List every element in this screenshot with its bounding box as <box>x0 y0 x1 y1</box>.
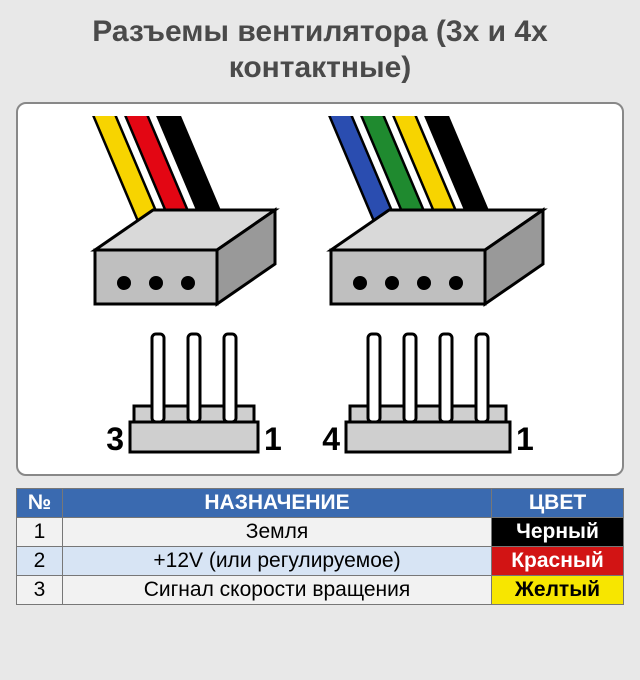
col-num-header: № <box>17 489 63 518</box>
header-left-label: 4 <box>322 421 340 457</box>
pin-hole-2 <box>417 276 431 290</box>
table-row: 2+12V (или регулируемое)Красный <box>17 547 624 576</box>
connectors-row <box>28 116 612 308</box>
header-pin-1 <box>188 334 200 422</box>
cell-num: 1 <box>17 518 63 547</box>
header-base <box>346 422 510 452</box>
pin-hole-1 <box>385 276 399 290</box>
headers-row: 3141 <box>28 326 612 458</box>
cell-purpose: +12V (или регулируемое) <box>63 547 492 576</box>
header-pin-0 <box>368 334 380 422</box>
cell-purpose: Сигнал скорости вращения <box>63 576 492 605</box>
header-base <box>130 422 258 452</box>
header-pin-0 <box>152 334 164 422</box>
header-pin-2 <box>224 334 236 422</box>
connector-front-face <box>331 250 485 304</box>
cell-color: Желтый <box>492 576 624 605</box>
pinout-table: № НАЗНАЧЕНИЕ ЦВЕТ 1ЗемляЧерный2+12V (или… <box>16 488 624 605</box>
header-3pin: 31 <box>95 326 293 458</box>
connector-4-pin <box>313 116 563 308</box>
header-right-label: 1 <box>264 421 282 457</box>
cell-num: 2 <box>17 547 63 576</box>
header-left-label: 3 <box>106 421 124 457</box>
cell-purpose: Земля <box>63 518 492 547</box>
pin-hole-3 <box>449 276 463 290</box>
cell-num: 3 <box>17 576 63 605</box>
pin-hole-2 <box>181 276 195 290</box>
table-row: 1ЗемляЧерный <box>17 518 624 547</box>
connector-3-pin <box>77 116 295 308</box>
table-row: 3Сигнал скорости вращенияЖелтый <box>17 576 624 605</box>
pin-hole-1 <box>149 276 163 290</box>
header-right-label: 1 <box>516 421 534 457</box>
cell-color: Красный <box>492 547 624 576</box>
diagram-panel: 3141 <box>16 102 624 476</box>
header-pin-1 <box>404 334 416 422</box>
page-title: Разъемы вентилятора (3х и 4х контактные) <box>0 0 640 96</box>
cell-color: Черный <box>492 518 624 547</box>
header-pin-3 <box>476 334 488 422</box>
header-pin-2 <box>440 334 452 422</box>
col-color-header: ЦВЕТ <box>492 489 624 518</box>
col-purpose-header: НАЗНАЧЕНИЕ <box>63 489 492 518</box>
pin-hole-0 <box>117 276 131 290</box>
pin-hole-0 <box>353 276 367 290</box>
header-4pin: 41 <box>311 326 545 458</box>
